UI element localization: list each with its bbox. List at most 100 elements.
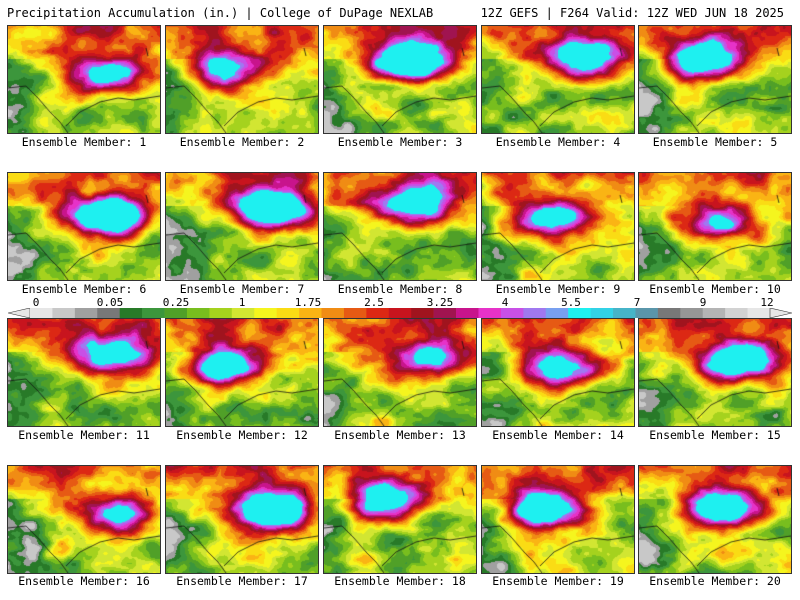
precip-field [8,466,160,573]
colorbar-swatch [231,308,255,318]
ensemble-member-map [165,465,319,574]
ensemble-member-map [323,318,477,427]
ensemble-member-caption: Ensemble Member: 5 [652,135,778,149]
colorbar-swatch [30,308,53,318]
map-header: Precipitation Accumulation (in.) | Colle… [0,0,800,24]
map-title: Precipitation Accumulation (in.) | Colle… [7,6,434,20]
colorbar-tick-label: 9 [699,296,707,309]
colorbar-tick-label: 0.25 [162,296,190,309]
precip-field [482,173,634,280]
colorbar-swatch [635,308,659,318]
colorbar-tick-label: 1.75 [294,296,322,309]
colorbar-swatch [52,308,76,318]
ensemble-member-caption: Ensemble Member: 1 [21,135,147,149]
colorbar-scale [8,308,792,318]
colorbar-tick-label: 12 [760,296,774,309]
ensemble-member-caption: Ensemble Member: 14 [492,428,624,442]
colorbar-tick-label: 7 [633,296,641,309]
colorbar-tick-label: 0.05 [96,296,124,309]
colorbar-tick-label: 0 [32,296,40,309]
ensemble-member-caption: Ensemble Member: 20 [649,574,781,588]
ensemble-member-caption: Ensemble Member: 2 [179,135,305,149]
colorbar-swatch [142,308,165,318]
colorbar-swatch [500,308,524,318]
ensemble-member-map [7,318,161,427]
precip-field [482,319,634,426]
precip-field [324,173,476,280]
colorbar-swatch [97,308,120,318]
colorbar-swatch [680,308,704,318]
colorbar-swatch [568,308,591,318]
colorbar-swatch [590,308,614,318]
ensemble-member-caption: Ensemble Member: 9 [495,282,621,296]
ensemble-member-map [323,172,477,281]
colorbar-left-arrow [8,308,31,318]
ensemble-member-caption: Ensemble Member: 15 [649,428,781,442]
precip-field [166,173,318,280]
colorbar-swatch [433,308,457,318]
ensemble-member-caption: Ensemble Member: 18 [334,574,466,588]
ensemble-member-map [638,318,792,427]
ensemble-member-map [7,465,161,574]
precip-field [8,319,160,426]
ensemble-member-caption: Ensemble Member: 6 [21,282,147,296]
colorbar-swatch [545,308,569,318]
colorbar-swatch [119,308,143,318]
ensemble-member-caption: Ensemble Member: 10 [649,282,781,296]
colorbar-swatch [478,308,502,318]
colorbar-tick-label: 5.5 [561,296,581,309]
ensemble-member-map [481,25,635,134]
colorbar-swatch [523,308,547,318]
precip-field [482,466,634,573]
colorbar-swatch [366,308,390,318]
colorbar-swatch [343,308,367,318]
precip-field [166,466,318,573]
colorbar-tick-label: 4 [501,296,509,309]
ensemble-member-map [481,465,635,574]
ensemble-member-caption: Ensemble Member: 12 [176,428,308,442]
ensemble-member-caption: Ensemble Member: 13 [334,428,466,442]
colorbar-swatch [276,308,300,318]
precip-field [482,26,634,133]
precip-field [166,26,318,133]
colorbar-swatch [186,308,210,318]
precip-field [166,319,318,426]
precip-field [324,26,476,133]
colorbar-tick-label: 2.5 [364,296,384,309]
ensemble-member-caption: Ensemble Member: 19 [492,574,624,588]
model-run-info: 12Z GEFS | F264 Valid: 12Z WED JUN 18 20… [480,6,784,20]
precip-field [639,26,791,133]
ensemble-member-map [638,25,792,134]
colorbar-tick-label: 3.25 [426,296,454,309]
ensemble-member-map [323,465,477,574]
colorbar-labels: 0 0.05 0.25 1 1.75 2.5 3.25 4 5.5 7 9 12 [8,296,792,309]
colorbar-right-arrow [769,308,792,318]
colorbar-swatch [456,308,479,318]
colorbar-swatch [74,308,98,318]
colorbar-swatch [613,308,636,318]
ensemble-member-caption: Ensemble Member: 7 [179,282,305,296]
ensemble-member-map [481,172,635,281]
ensemble-member-map [165,318,319,427]
precip-field [324,466,476,573]
ensemble-member-caption: Ensemble Member: 16 [18,574,150,588]
ensemble-member-caption: Ensemble Member: 17 [176,574,308,588]
precip-field [639,319,791,426]
ensemble-member-caption: Ensemble Member: 11 [18,428,150,442]
colorbar-swatch [254,308,277,318]
ensemble-member-map [323,25,477,134]
ensemble-member-map [638,172,792,281]
colorbar-tick-label: 1 [238,296,246,309]
ensemble-member-map [481,318,635,427]
precip-field [8,173,160,280]
colorbar-swatch [411,308,434,318]
precip-field [639,173,791,280]
ensemble-member-map [7,25,161,134]
precip-field [324,319,476,426]
colorbar-swatch [747,308,771,318]
ensemble-member-map [165,25,319,134]
colorbar-swatch [388,308,412,318]
ensemble-member-map [638,465,792,574]
ensemble-member-map [7,172,161,281]
colorbar-swatch [657,308,681,318]
